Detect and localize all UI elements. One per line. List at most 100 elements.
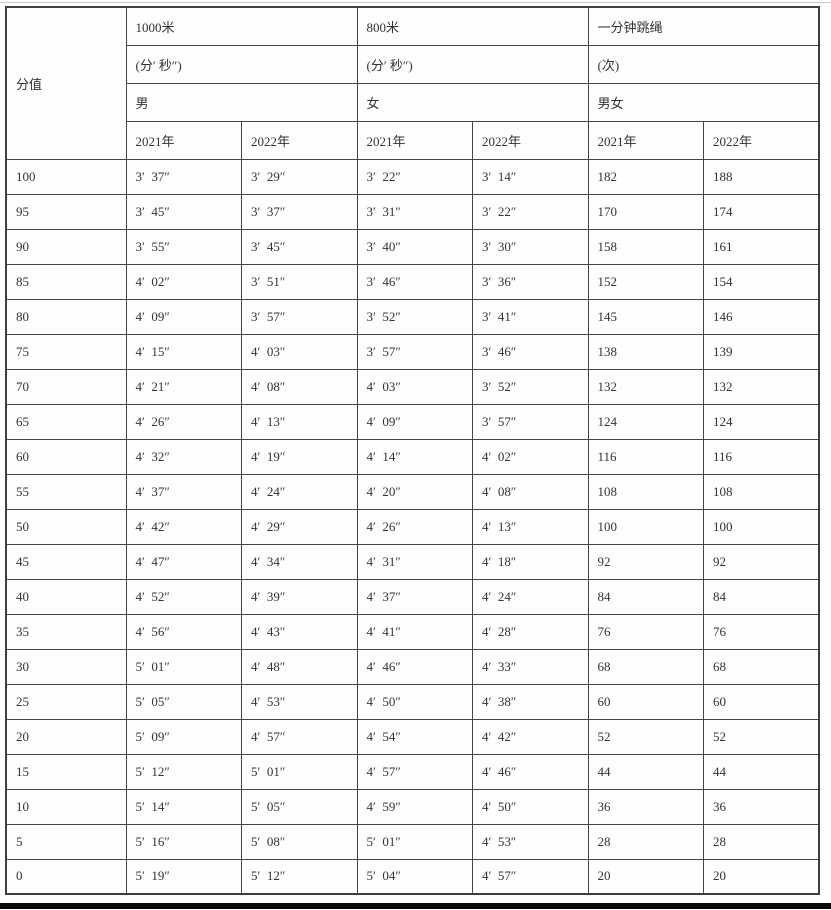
- table-cell-rope-2022: 124: [703, 403, 820, 440]
- table-cell-rope-2022: 36: [703, 788, 820, 825]
- table-cell-800m-2021: 4′ 41″: [356, 613, 473, 650]
- table-cell-rope-2022: 84: [703, 578, 820, 615]
- table-row: 60 4′ 32″ 4′ 19″ 4′ 14″ 4′ 02″ 116 116: [5, 438, 820, 475]
- table-cell-1000m-2022: 4′ 13″: [241, 403, 358, 440]
- table-cell-800m-2022: 4′ 13″: [472, 508, 589, 545]
- table-cell-1000m-2022: 4′ 08″: [241, 368, 358, 405]
- table-cell-800m-2022: 4′ 24″: [472, 578, 589, 615]
- table-cell-rope-2021: 20: [587, 858, 704, 895]
- table-row: 15 5′ 12″ 5′ 01″ 4′ 57″ 4′ 46″ 44 44: [5, 753, 820, 790]
- table-cell-rope-2022: 146: [703, 298, 820, 335]
- table-cell-800m-2022: 4′ 02″: [472, 438, 589, 475]
- table-cell-800m-2022: 4′ 42″: [472, 718, 589, 755]
- table-header: 分值 1000米 800米 一分钟跳绳 (分′ 秒″) (分′ 秒″) (次) …: [5, 6, 820, 160]
- table-row: 90 3′ 55″ 3′ 45″ 3′ 40″ 3′ 30″ 158 161: [5, 228, 820, 265]
- table-cell-1000m-2021: 5′ 01″: [125, 648, 242, 685]
- table-cell-rope-2021: 36: [587, 788, 704, 825]
- table-cell-rope-2022: 174: [703, 193, 820, 230]
- table-cell-800m-2021: 4′ 20″: [356, 473, 473, 510]
- gender-header-rope-skipping: 男女: [587, 82, 820, 122]
- table-row: 20 5′ 09″ 4′ 57″ 4′ 54″ 4′ 42″ 52 52: [5, 718, 820, 755]
- table-cell-1000m-2022: 4′ 57″: [241, 718, 358, 755]
- table-cell-800m-2021: 3′ 40″: [356, 228, 473, 265]
- table-cell-800m-2022: 4′ 57″: [472, 858, 589, 895]
- year-header: 2021年: [125, 120, 242, 160]
- score-cell: 50: [5, 508, 127, 545]
- table-row: 35 4′ 56″ 4′ 43″ 4′ 41″ 4′ 28″ 76 76: [5, 613, 820, 650]
- score-cell: 20: [5, 718, 127, 755]
- score-cell: 85: [5, 263, 127, 300]
- table-cell-1000m-2021: 4′ 26″: [125, 403, 242, 440]
- table-row: 5 5′ 16″ 5′ 08″ 5′ 01″ 4′ 53″ 28 28: [5, 823, 820, 860]
- table-row: 85 4′ 02″ 3′ 51″ 3′ 46″ 3′ 36″ 152 154: [5, 263, 820, 300]
- table-cell-rope-2021: 124: [587, 403, 704, 440]
- table-cell-rope-2022: 20: [703, 858, 820, 895]
- table-cell-800m-2021: 3′ 52″: [356, 298, 473, 335]
- table-cell-1000m-2021: 5′ 19″: [125, 858, 242, 895]
- table-cell-1000m-2022: 4′ 39″: [241, 578, 358, 615]
- score-cell: 60: [5, 438, 127, 475]
- table-cell-rope-2021: 52: [587, 718, 704, 755]
- table-row: 30 5′ 01″ 4′ 48″ 4′ 46″ 4′ 33″ 68 68: [5, 648, 820, 685]
- table-cell-1000m-2021: 4′ 37″: [125, 473, 242, 510]
- table-cell-rope-2021: 145: [587, 298, 704, 335]
- unit-header-rope-skipping: (次): [587, 44, 820, 84]
- score-cell: 15: [5, 753, 127, 790]
- year-header: 2021年: [356, 120, 473, 160]
- table-cell-rope-2021: 116: [587, 438, 704, 475]
- table-cell-rope-2021: 158: [587, 228, 704, 265]
- table-cell-1000m-2021: 4′ 09″: [125, 298, 242, 335]
- table-cell-1000m-2021: 3′ 45″: [125, 193, 242, 230]
- table-cell-rope-2021: 138: [587, 333, 704, 370]
- score-cell: 0: [5, 858, 127, 895]
- bottom-bar-divider: [0, 903, 831, 909]
- table-cell-800m-2021: 4′ 59″: [356, 788, 473, 825]
- table-cell-800m-2021: 3′ 57″: [356, 333, 473, 370]
- table-cell-800m-2021: 4′ 09″: [356, 403, 473, 440]
- table-cell-800m-2021: 4′ 31″: [356, 543, 473, 580]
- event-header-800m: 800米: [356, 6, 589, 46]
- table-cell-800m-2021: 4′ 37″: [356, 578, 473, 615]
- table-cell-1000m-2021: 4′ 56″: [125, 613, 242, 650]
- table-cell-rope-2022: 161: [703, 228, 820, 265]
- top-rule-divider: [0, 2, 831, 3]
- table-cell-rope-2022: 100: [703, 508, 820, 545]
- table-cell-1000m-2022: 4′ 53″: [241, 683, 358, 720]
- table-cell-rope-2021: 76: [587, 613, 704, 650]
- table-cell-800m-2022: 3′ 41″: [472, 298, 589, 335]
- table-cell-1000m-2021: 4′ 21″: [125, 368, 242, 405]
- score-cell: 25: [5, 683, 127, 720]
- table-cell-rope-2022: 52: [703, 718, 820, 755]
- table-cell-800m-2022: 3′ 14″: [472, 158, 589, 195]
- table-cell-1000m-2022: 3′ 57″: [241, 298, 358, 335]
- table-cell-1000m-2021: 5′ 16″: [125, 823, 242, 860]
- unit-header-1000m: (分′ 秒″): [125, 44, 358, 84]
- table-cell-rope-2022: 44: [703, 753, 820, 790]
- table-cell-rope-2022: 132: [703, 368, 820, 405]
- score-cell: 95: [5, 193, 127, 230]
- table-cell-800m-2021: 4′ 50″: [356, 683, 473, 720]
- table-cell-1000m-2021: 3′ 55″: [125, 228, 242, 265]
- score-cell: 80: [5, 298, 127, 335]
- table-cell-1000m-2021: 5′ 12″: [125, 753, 242, 790]
- table-cell-rope-2022: 139: [703, 333, 820, 370]
- score-table-body: 100 3′ 37″ 3′ 29″ 3′ 22″ 3′ 14″ 182 188 …: [5, 158, 820, 895]
- table-cell-1000m-2021: 5′ 05″: [125, 683, 242, 720]
- table-cell-rope-2021: 170: [587, 193, 704, 230]
- table-cell-800m-2022: 4′ 28″: [472, 613, 589, 650]
- table-row: 50 4′ 42″ 4′ 29″ 4′ 26″ 4′ 13″ 100 100: [5, 508, 820, 545]
- table-row: 0 5′ 19″ 5′ 12″ 5′ 04″ 4′ 57″ 20 20: [5, 858, 820, 895]
- table-cell-1000m-2022: 5′ 01″: [241, 753, 358, 790]
- year-header: 2022年: [241, 120, 358, 160]
- table-cell-800m-2021: 4′ 57″: [356, 753, 473, 790]
- table-cell-1000m-2022: 3′ 45″: [241, 228, 358, 265]
- table-cell-800m-2022: 3′ 57″: [472, 403, 589, 440]
- table-cell-rope-2021: 100: [587, 508, 704, 545]
- table-cell-800m-2022: 3′ 36″: [472, 263, 589, 300]
- table-cell-1000m-2022: 3′ 51″: [241, 263, 358, 300]
- score-cell: 30: [5, 648, 127, 685]
- table-cell-rope-2021: 132: [587, 368, 704, 405]
- table-cell-rope-2022: 92: [703, 543, 820, 580]
- table-cell-1000m-2022: 5′ 05″: [241, 788, 358, 825]
